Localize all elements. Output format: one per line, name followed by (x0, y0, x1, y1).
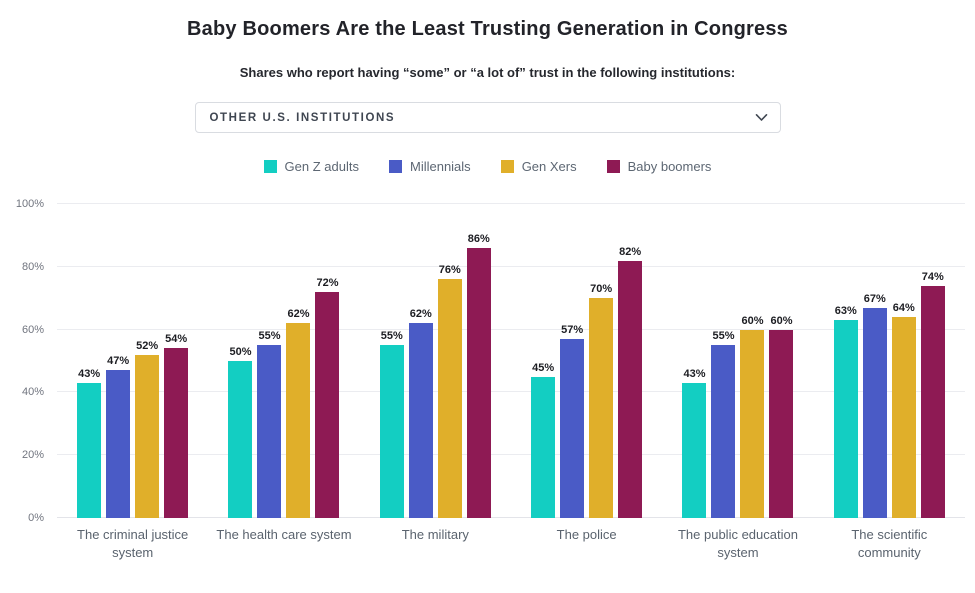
bar-baby-boomers: 86% (466, 233, 491, 518)
bar-value-label: 62% (409, 308, 432, 321)
bar-gen-xers: 76% (437, 264, 462, 518)
bar-millennials: 47% (106, 355, 131, 518)
y-axis-tick-label: 20% (21, 449, 44, 462)
gridline (57, 203, 965, 204)
legend-swatch-icon (606, 160, 620, 173)
bar-value-label: 55% (380, 330, 403, 343)
page-title: Baby Boomers Are the Least Trusting Gene… (187, 18, 788, 40)
bar-value-label: 63% (834, 305, 857, 318)
bar-millennials: 62% (408, 308, 433, 518)
bar-gen-xers: 62% (286, 308, 311, 518)
bar-gen-xers: 52% (135, 340, 160, 518)
bar-value-label: 62% (287, 308, 310, 321)
category-label: The police (556, 527, 617, 542)
bar-value-label: 45% (532, 361, 555, 374)
category-label: The criminal justice system (77, 527, 189, 560)
bar-group-the-police: 45% 57% 70% 82% (511, 204, 662, 518)
bar-value-label: 43% (78, 367, 101, 380)
bar-value-label: 82% (619, 245, 642, 258)
category-label: The scientific community (851, 527, 928, 560)
bar-baby-boomers: 74% (920, 271, 945, 518)
bar-value-label: 76% (438, 264, 461, 277)
legend-label: Gen Xers (521, 159, 577, 174)
y-axis-tick-label: 40% (21, 386, 44, 399)
bar-value-label: 55% (258, 330, 281, 343)
legend-swatch-icon (500, 160, 514, 173)
bar-value-label: 57% (561, 324, 584, 337)
gridline (57, 391, 965, 393)
bar-value-label: 86% (467, 232, 490, 245)
bar-value-label: 64% (892, 302, 915, 315)
category-axis: The criminal justice system The health ca… (57, 526, 965, 561)
plot-area: 0% 20% 40% 60% 80% 100% 43% 47% 52% 54% 50% 55% 62% 7… (16, 198, 965, 524)
bar-group-the-health-care-system: 50% 55% 62% 72% (208, 204, 359, 518)
bar-value-label: 70% (590, 283, 613, 296)
gridline (57, 265, 965, 267)
bar-baby-boomers: 54% (164, 333, 189, 518)
bar-value-label: 74% (921, 270, 944, 283)
bar-value-label: 52% (136, 339, 159, 352)
bar-millennials: 55% (257, 330, 282, 518)
bar-value-label: 54% (165, 333, 188, 346)
bar-gen-xers: 64% (891, 302, 916, 518)
bar-value-label: 67% (863, 292, 886, 305)
bar-baby-boomers: 60% (769, 315, 794, 518)
bar-gen-z-adults: 63% (833, 305, 858, 518)
bar-gen-z-adults: 43% (682, 368, 707, 518)
bar-groups: 43% 47% 52% 54% 50% 55% 62% 72% 55% 62% 76% 86% 45% 5… (57, 204, 965, 518)
gridline (57, 328, 965, 330)
bar-group-the-criminal-justice-system: 43% 47% 52% 54% (57, 204, 208, 518)
bar-group-the-public-education-system: 43% 55% 60% 60% (662, 204, 813, 518)
bar-gen-xers: 60% (740, 315, 765, 518)
bar-gen-xers: 70% (589, 283, 614, 518)
category-label: The health care system (216, 527, 352, 542)
legend: Gen Z adults Millennials Gen Xers Baby boom… (0, 159, 975, 174)
page-subtitle: Shares who report having “some” or “a lo… (239, 65, 736, 80)
legend-item-baby-boomers[interactable]: Baby boomers (606, 159, 712, 174)
bar-millennials: 55% (711, 330, 736, 518)
legend-swatch-icon (388, 160, 402, 173)
bar-group-the-scientific-community: 63% 67% 64% 74% (814, 204, 965, 518)
legend-item-gen-z-adults[interactable]: Gen Z adults (263, 159, 359, 174)
bar-value-label: 55% (712, 330, 735, 343)
chevron-down-icon (755, 113, 768, 122)
bar-millennials: 67% (862, 293, 887, 518)
bar-gen-z-adults: 55% (379, 330, 404, 518)
bar-value-label: 60% (770, 314, 793, 327)
bar-value-label: 60% (741, 314, 764, 327)
gridline (57, 454, 965, 456)
legend-swatch-icon (263, 160, 277, 173)
bar-baby-boomers: 82% (618, 246, 643, 518)
bar-value-label: 43% (683, 367, 706, 380)
legend-label: Gen Z adults (284, 159, 359, 174)
legend-item-gen-xers[interactable]: Gen Xers (500, 159, 577, 174)
bar-gen-z-adults: 50% (228, 346, 253, 518)
y-axis-tick-label: 100% (15, 198, 44, 210)
bar-chart: 0% 20% 40% 60% 80% 100% 43% 47% 52% 54% 50% 55% 62% 7… (0, 198, 975, 561)
bar-value-label: 47% (107, 355, 130, 368)
legend-item-millennials[interactable]: Millennials (388, 159, 471, 174)
bar-group-the-military: 55% 62% 76% 86% (360, 204, 511, 518)
institutions-dropdown[interactable]: OTHER U.S. INSTITUTIONS (194, 102, 781, 133)
category-label: The public education system (677, 527, 798, 560)
legend-label: Baby boomers (627, 159, 712, 174)
dropdown-selected-value: OTHER U.S. INSTITUTIONS (209, 111, 396, 124)
bar-gen-z-adults: 43% (77, 368, 102, 518)
gridline (57, 517, 965, 518)
y-axis-tick-label: 80% (21, 260, 44, 273)
bar-value-label: 72% (316, 276, 339, 289)
legend-label: Millennials (409, 159, 471, 174)
bar-millennials: 57% (560, 324, 585, 518)
bar-gen-z-adults: 45% (531, 362, 556, 518)
bar-value-label: 50% (229, 346, 252, 358)
y-axis-tick-label: 0% (28, 512, 44, 524)
bar-baby-boomers: 72% (315, 277, 340, 518)
y-axis-tick-label: 60% (21, 323, 44, 336)
category-label: The military (401, 527, 469, 542)
